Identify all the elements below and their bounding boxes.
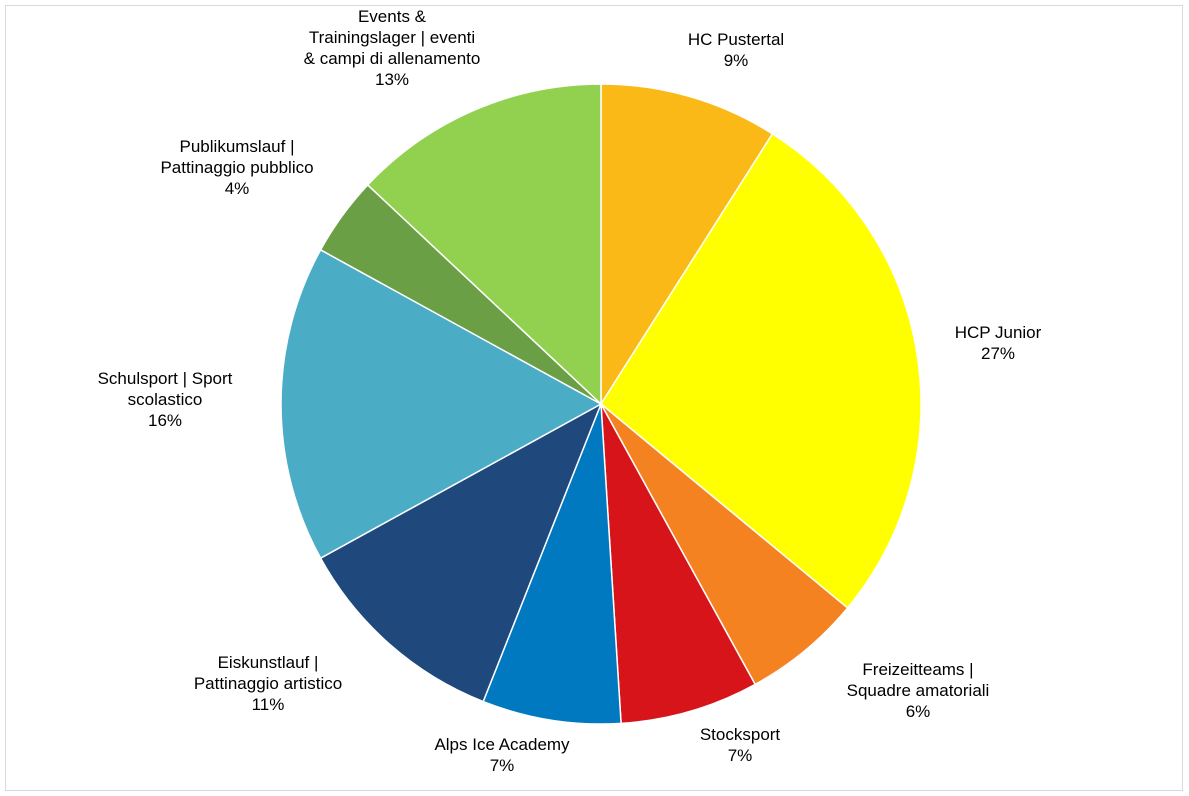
slice-percent-label: 27% <box>981 344 1015 363</box>
pie-slice <box>319 402 603 703</box>
slice-category-label: Publikumslauf | <box>180 137 295 156</box>
slice-percent-label: 4% <box>225 179 250 198</box>
slice-label: Stocksport 7% <box>700 725 781 765</box>
slice-label: HCP Junior 27% <box>955 323 1042 363</box>
slice-label: Alps Ice Academy 7% <box>434 735 570 775</box>
slice-category-label: Squadre amatoriali <box>847 681 990 700</box>
slice-category-label: Events & <box>358 7 427 26</box>
slice-percent-label: 7% <box>728 746 753 765</box>
slice-percent-label: 7% <box>490 756 515 775</box>
slice-percent-label: 11% <box>252 695 285 714</box>
pie-slice <box>600 132 922 610</box>
slice-category-label: & campi di allenamento <box>304 49 481 68</box>
slice-category-label: Eiskunstlauf | <box>218 653 319 672</box>
slice-label: Freizeitteams | Squadre amatoriali 6% <box>847 660 990 721</box>
slice-category-label: Stocksport <box>700 725 781 744</box>
pie-slice <box>366 83 602 406</box>
slice-category-label: Trainingslager | eventi <box>309 28 475 47</box>
slice-category-label: HC Pustertal <box>688 30 784 49</box>
slice-category-label: Pattinaggio pubblico <box>160 158 313 177</box>
pie-labels: HC Pustertal 9% HCP Junior 27% Freizeitteams… <box>98 7 1042 775</box>
slice-category-label: HCP Junior <box>955 323 1042 342</box>
pie-slice <box>280 248 603 560</box>
slice-category-label: Freizeitteams | <box>862 660 973 679</box>
slice-label: Eiskunstlauf | Pattinaggio artistico 11% <box>194 653 342 714</box>
slice-category-label: Schulsport | Sport <box>98 369 233 388</box>
pie-slice <box>600 83 774 407</box>
slice-percent-label: 9% <box>724 51 749 70</box>
pie-slice <box>482 403 622 725</box>
slice-category-label: scolastico <box>128 390 203 409</box>
slice-percent-label: 16% <box>148 411 182 430</box>
pie-slice <box>600 403 849 686</box>
slice-label: Events & Trainingslager | eventi & campi d… <box>304 7 481 89</box>
slice-percent-label: 6% <box>906 702 931 721</box>
slice-category-label: Alps Ice Academy <box>434 735 570 754</box>
pie-slice <box>600 403 757 725</box>
slice-label: Schulsport | Sport scolastico 16% <box>98 369 233 430</box>
pie-slices <box>280 83 922 725</box>
slice-label: HC Pustertal 9% <box>688 30 784 70</box>
slice-percent-label: 13% <box>375 70 409 89</box>
slice-label: Publikumslauf | Pattinaggio pubblico 4% <box>160 137 313 198</box>
slice-category-label: Pattinaggio artistico <box>194 674 342 693</box>
